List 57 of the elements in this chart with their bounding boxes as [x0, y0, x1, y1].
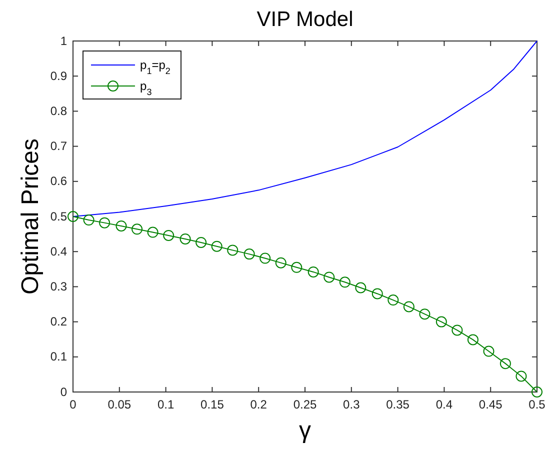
x-tick-label: 0.05	[108, 398, 132, 412]
x-axis-title: γ	[299, 417, 311, 444]
point	[483, 346, 494, 357]
point	[516, 370, 527, 382]
point	[403, 301, 414, 312]
point	[419, 308, 430, 320]
point	[500, 358, 511, 370]
x-tick-label: 0.35	[386, 398, 410, 412]
point	[180, 233, 191, 244]
point	[132, 224, 143, 235]
y-tick-label: 0	[60, 384, 68, 399]
point	[99, 217, 110, 228]
x-tick-label: 0	[70, 398, 77, 412]
y-tick-label: 0.4	[50, 244, 68, 258]
point	[227, 244, 238, 256]
y-tick-label: 0.2	[50, 314, 68, 329]
x-tick-label: 0.25	[293, 398, 317, 412]
x-tick-label: 0.4	[436, 398, 453, 412]
point	[68, 211, 78, 222]
point	[452, 324, 463, 336]
point	[275, 257, 286, 268]
point	[116, 220, 127, 232]
y-axis-title: Optimal Prices	[17, 138, 44, 295]
point	[388, 294, 399, 306]
y-tick-label: 0.6	[50, 174, 68, 188]
y-tick-label: 0.1	[50, 350, 68, 364]
x-tick-label: 0.5	[528, 398, 546, 412]
legend-label: p$_{1}$=p$_{2}$	[140, 58, 170, 76]
point	[260, 252, 271, 264]
point	[372, 288, 383, 300]
chart-title: VIP Model	[256, 8, 354, 31]
point	[467, 334, 478, 346]
point	[83, 214, 94, 226]
x-tick-label: 0.15	[200, 398, 224, 412]
legend-label: p$_{3}$	[140, 79, 152, 97]
x-tick-label: 0.45	[478, 398, 503, 412]
point	[355, 282, 366, 294]
x-tick-label: 0.3	[343, 398, 360, 412]
y-tick-label: 1	[60, 34, 68, 48]
y-tick-label: 0.9	[50, 68, 68, 83]
point	[339, 276, 350, 288]
point	[532, 386, 542, 398]
point	[308, 266, 319, 278]
y-tick-label: 0.8	[50, 104, 68, 118]
y-tick-label: 0.5	[50, 209, 68, 224]
x-tick-label: 0.1	[157, 398, 174, 412]
point	[163, 230, 174, 241]
point	[436, 316, 447, 328]
y-tick-label: 0.3	[50, 280, 68, 294]
x-tick-label: 0.2	[250, 398, 268, 412]
point	[211, 240, 222, 252]
point	[291, 262, 302, 273]
point	[147, 226, 158, 238]
point	[324, 272, 335, 283]
point	[196, 236, 207, 248]
y-tick-label: 0.7	[50, 139, 68, 154]
point	[244, 248, 255, 260]
